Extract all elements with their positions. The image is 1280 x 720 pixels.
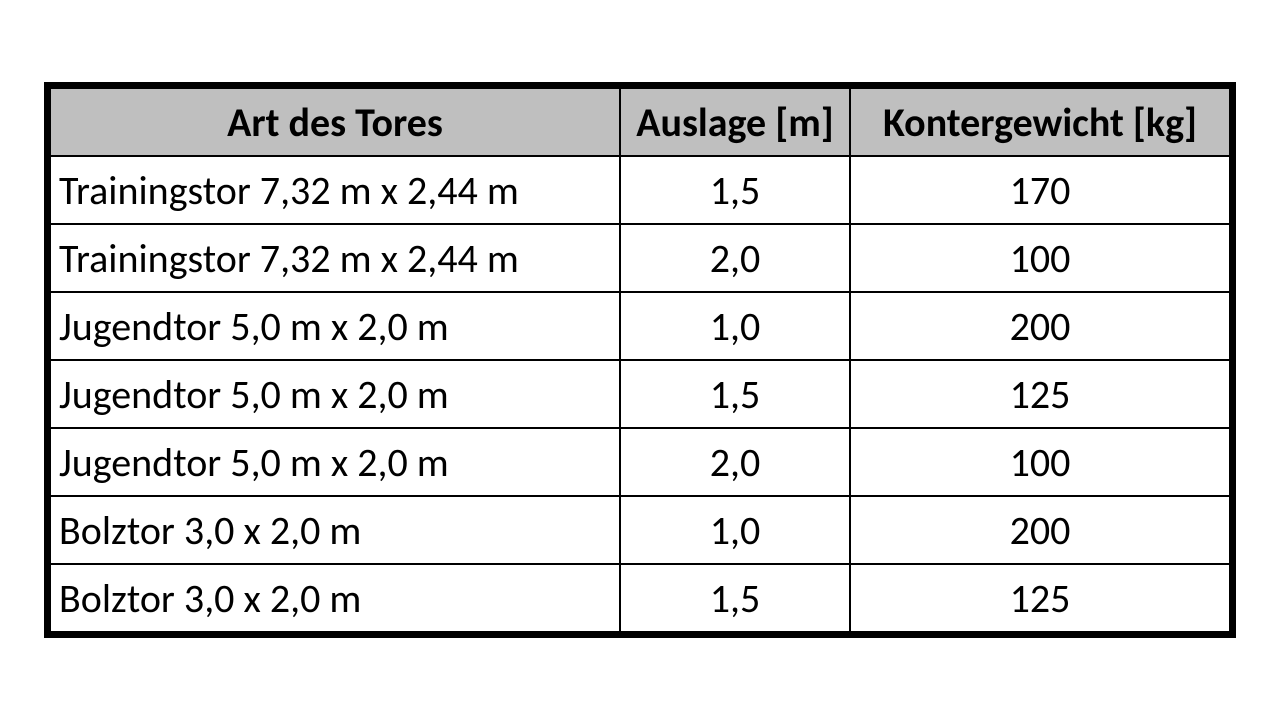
cell-weight: 100 <box>850 224 1230 292</box>
cell-type: Trainingstor 7,32 m x 2,44 m <box>50 156 620 224</box>
table-row: Jugendtor 5,0 m x 2,0 m 1,0 200 <box>50 292 1230 360</box>
cell-auslage: 1,0 <box>620 496 850 564</box>
cell-type: Jugendtor 5,0 m x 2,0 m <box>50 428 620 496</box>
cell-weight: 125 <box>850 360 1230 428</box>
cell-type: Trainingstor 7,32 m x 2,44 m <box>50 224 620 292</box>
cell-type: Bolztor 3,0 x 2,0 m <box>50 496 620 564</box>
cell-weight: 100 <box>850 428 1230 496</box>
goal-table-container: Art des Tores Auslage [m] Kontergewicht … <box>44 82 1236 638</box>
cell-weight: 200 <box>850 292 1230 360</box>
goal-table: Art des Tores Auslage [m] Kontergewicht … <box>49 87 1231 633</box>
table-row: Trainingstor 7,32 m x 2,44 m 2,0 100 <box>50 224 1230 292</box>
cell-type: Jugendtor 5,0 m x 2,0 m <box>50 360 620 428</box>
cell-auslage: 2,0 <box>620 224 850 292</box>
table-row: Jugendtor 5,0 m x 2,0 m 1,5 125 <box>50 360 1230 428</box>
cell-weight: 200 <box>850 496 1230 564</box>
table-row: Trainingstor 7,32 m x 2,44 m 1,5 170 <box>50 156 1230 224</box>
cell-type: Bolztor 3,0 x 2,0 m <box>50 564 620 632</box>
cell-type: Jugendtor 5,0 m x 2,0 m <box>50 292 620 360</box>
cell-auslage: 1,5 <box>620 360 850 428</box>
table-header-row: Art des Tores Auslage [m] Kontergewicht … <box>50 88 1230 156</box>
cell-weight: 125 <box>850 564 1230 632</box>
table-row: Jugendtor 5,0 m x 2,0 m 2,0 100 <box>50 428 1230 496</box>
cell-auslage: 1,0 <box>620 292 850 360</box>
cell-auslage: 1,5 <box>620 156 850 224</box>
cell-auslage: 1,5 <box>620 564 850 632</box>
cell-weight: 170 <box>850 156 1230 224</box>
header-art-des-tores: Art des Tores <box>50 88 620 156</box>
table-row: Bolztor 3,0 x 2,0 m 1,0 200 <box>50 496 1230 564</box>
table-row: Bolztor 3,0 x 2,0 m 1,5 125 <box>50 564 1230 632</box>
header-kontergewicht: Kontergewicht [kg] <box>850 88 1230 156</box>
header-auslage: Auslage [m] <box>620 88 850 156</box>
cell-auslage: 2,0 <box>620 428 850 496</box>
